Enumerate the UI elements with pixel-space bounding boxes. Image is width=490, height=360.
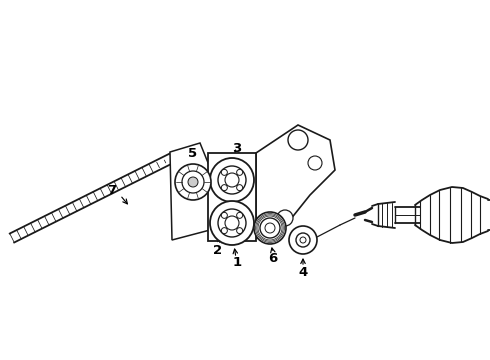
Text: 7: 7 [107, 184, 117, 197]
Circle shape [237, 185, 243, 191]
Text: 3: 3 [232, 141, 242, 154]
Circle shape [300, 237, 306, 243]
Text: 2: 2 [214, 243, 222, 257]
Text: 1: 1 [232, 256, 242, 270]
Circle shape [188, 177, 198, 187]
Circle shape [237, 212, 243, 219]
Bar [208, 153, 256, 241]
Circle shape [296, 233, 310, 247]
Circle shape [221, 185, 227, 191]
Circle shape [221, 212, 227, 219]
Circle shape [218, 209, 246, 237]
Text: 5: 5 [189, 147, 197, 159]
Circle shape [225, 216, 239, 230]
Circle shape [277, 210, 293, 226]
Circle shape [218, 166, 246, 194]
Text: 4: 4 [298, 266, 308, 279]
Polygon shape [170, 143, 215, 240]
Circle shape [210, 201, 254, 245]
Circle shape [265, 223, 275, 233]
Circle shape [237, 228, 243, 234]
Circle shape [289, 226, 317, 254]
Circle shape [175, 164, 211, 200]
Circle shape [254, 212, 286, 244]
Circle shape [288, 130, 308, 150]
Circle shape [308, 156, 322, 170]
Circle shape [260, 218, 280, 238]
Circle shape [182, 171, 204, 193]
Circle shape [225, 173, 239, 187]
Circle shape [210, 158, 254, 202]
Polygon shape [256, 125, 335, 238]
Text: 6: 6 [269, 252, 278, 265]
Circle shape [221, 169, 227, 175]
Circle shape [237, 169, 243, 175]
Circle shape [221, 228, 227, 234]
